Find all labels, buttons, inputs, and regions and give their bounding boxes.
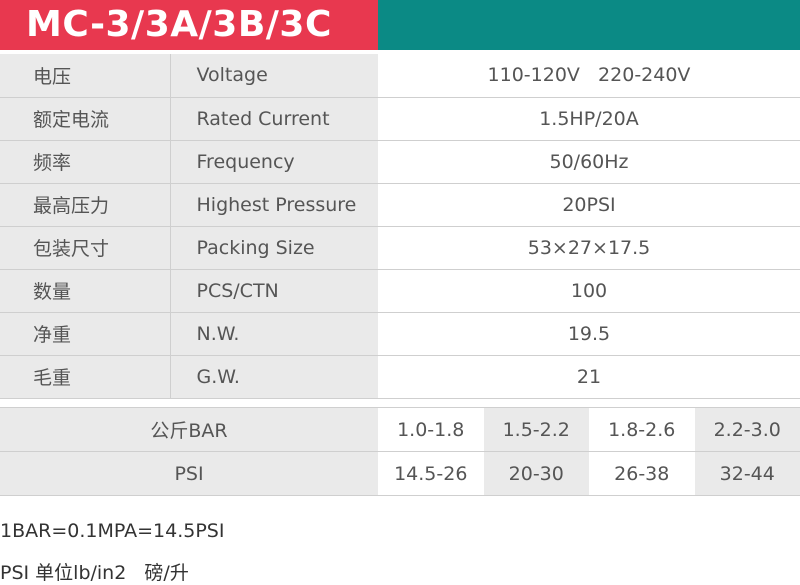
spec-en-label: G.W. — [170, 355, 378, 398]
spec-en-label: Rated Current — [170, 97, 378, 140]
spec-value: 100 — [378, 269, 800, 312]
spec-cn-label: 毛重 — [0, 355, 170, 398]
psi-value: 20-30 — [484, 452, 590, 496]
bar-value: 2.2-3.0 — [695, 408, 800, 452]
header-banner: MC-3/3A/3B/3C — [0, 0, 800, 50]
spec-value: 20PSI — [378, 183, 800, 226]
header-teal-block — [378, 0, 800, 50]
table-row: 净重 N.W. 19.5 — [0, 312, 800, 355]
bar-label: 公斤BAR — [0, 408, 378, 452]
psi-label: PSI — [0, 452, 378, 496]
spec-cn-label: 净重 — [0, 312, 170, 355]
bar-value: 1.5-2.2 — [484, 408, 590, 452]
spec-value: 53×27×17.5 — [378, 226, 800, 269]
bar-row: 公斤BAR 1.0-1.8 1.5-2.2 1.8-2.6 2.2-3.0 — [0, 408, 800, 452]
spec-value: 50/60Hz — [378, 140, 800, 183]
spec-en-label: Highest Pressure — [170, 183, 378, 226]
psi-row: PSI 14.5-26 20-30 26-38 32-44 — [0, 452, 800, 496]
psi-value: 32-44 — [695, 452, 800, 496]
spec-en-label: Voltage — [170, 54, 378, 97]
bar-value: 1.0-1.8 — [378, 408, 484, 452]
spec-cn-label: 最高压力 — [0, 183, 170, 226]
spec-cn-label: 频率 — [0, 140, 170, 183]
spec-cn-label: 电压 — [0, 54, 170, 97]
pressure-table: 公斤BAR 1.0-1.8 1.5-2.2 1.8-2.6 2.2-3.0 PS… — [0, 407, 800, 496]
spec-value: 1.5HP/20A — [378, 97, 800, 140]
spec-cn-label: 数量 — [0, 269, 170, 312]
table-row: 数量 PCS/CTN 100 — [0, 269, 800, 312]
table-row: 频率 Frequency 50/60Hz — [0, 140, 800, 183]
spec-en-label: PCS/CTN — [170, 269, 378, 312]
psi-value: 26-38 — [589, 452, 695, 496]
spec-value: 110-120V 220-240V — [378, 54, 800, 97]
spec-value: 21 — [378, 355, 800, 398]
spec-en-label: Packing Size — [170, 226, 378, 269]
spec-value: 19.5 — [378, 312, 800, 355]
spec-en-label: Frequency — [170, 140, 378, 183]
table-row: 毛重 G.W. 21 — [0, 355, 800, 398]
table-row: 额定电流 Rated Current 1.5HP/20A — [0, 97, 800, 140]
table-row: 电压 Voltage 110-120V 220-240V — [0, 54, 800, 97]
spec-en-label: N.W. — [170, 312, 378, 355]
spec-table: 电压 Voltage 110-120V 220-240V 额定电流 Rated … — [0, 54, 800, 399]
table-row: 最高压力 Highest Pressure 20PSI — [0, 183, 800, 226]
spec-cn-label: 包装尺寸 — [0, 226, 170, 269]
spec-cn-label: 额定电流 — [0, 97, 170, 140]
table-row: 包装尺寸 Packing Size 53×27×17.5 — [0, 226, 800, 269]
bar-value: 1.8-2.6 — [589, 408, 695, 452]
product-title: MC-3/3A/3B/3C — [26, 2, 332, 48]
psi-value: 14.5-26 — [378, 452, 484, 496]
conversion-note: 1BAR=0.1MPA=14.5PSI — [0, 520, 224, 542]
